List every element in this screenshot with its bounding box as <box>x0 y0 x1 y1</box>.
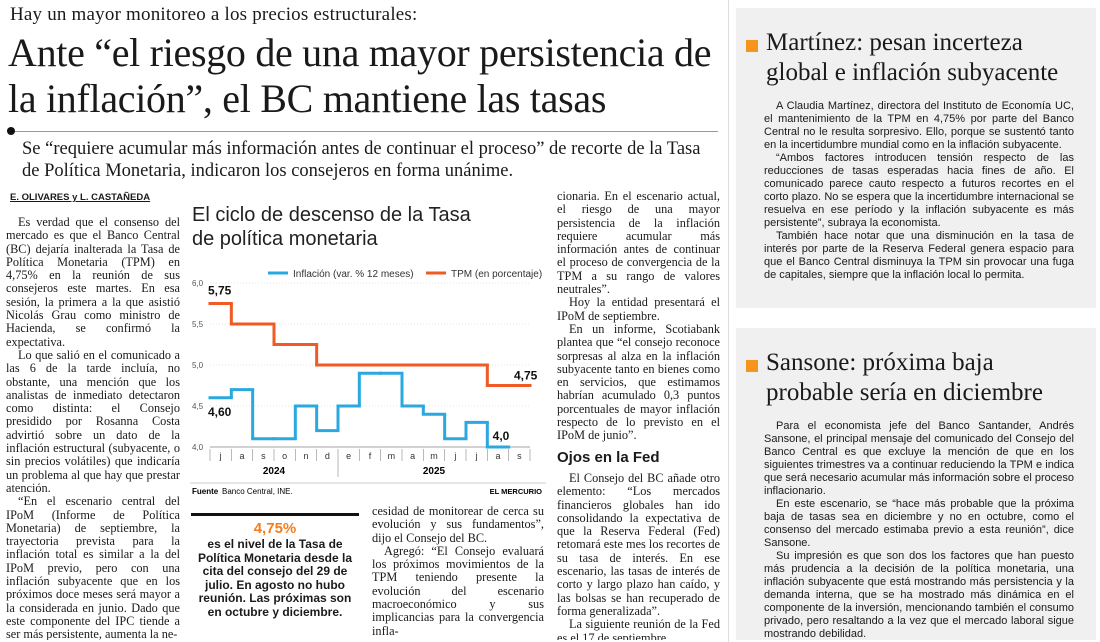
year-label: 2025 <box>423 466 446 477</box>
article-column: cesidad de monitorear de cerca su evoluc… <box>372 505 544 640</box>
paragraph: “Ambos factores introducen tensión respe… <box>764 152 1074 229</box>
x-tick-label: j <box>475 451 478 461</box>
x-tick-label: a <box>239 451 244 461</box>
paragraph: A Claudia Martínez, directora del Instit… <box>764 100 1074 151</box>
paragraph: La siguiente reunión de la Fed es el 17 … <box>557 617 720 640</box>
x-tick-label: o <box>282 451 287 461</box>
x-tick-label: n <box>303 451 308 461</box>
kicker: Hay un mayor monitoreo a los precios est… <box>10 4 418 25</box>
sidebar-title: Sansone: próxima baja probable sería en … <box>736 328 1096 408</box>
x-tick-label: s <box>517 451 522 461</box>
x-tick-label: a <box>410 451 415 461</box>
paragraph: En este escenario, se “hace más probable… <box>764 498 1074 549</box>
value-label: 4,60 <box>208 405 232 419</box>
x-tick-label: j <box>219 451 222 461</box>
sidebar: Martínez: pesan incerteza global e infla… <box>736 8 1096 308</box>
paragraph: El Consejo del BC añade otro elemento: “… <box>557 470 720 618</box>
paragraph: Agregó: “El Consejo evaluará los próximo… <box>372 543 544 638</box>
y-tick-label: 4,5 <box>192 402 204 411</box>
headline: Ante “el riesgo de una mayor persistenci… <box>8 30 712 121</box>
paragraph: cionaria. En el escenario actual, el rie… <box>557 190 720 297</box>
deck: Se “requiere acumular más información an… <box>22 139 701 181</box>
highlight-text: es el nivel de la Tasa de Política Monet… <box>197 537 353 619</box>
y-tick-label: 5,5 <box>192 320 204 329</box>
deck-rule <box>10 131 718 132</box>
sidebar-title: Martínez: pesan incerteza global e infla… <box>736 8 1096 88</box>
y-tick-label: 4,0 <box>192 443 204 452</box>
column-part: cionaria. En el escenario actual, el rie… <box>557 190 720 443</box>
x-tick-label: a <box>495 451 500 461</box>
paragraph: Su impresión es que son dos los factores… <box>764 550 1074 640</box>
chart: El ciclo de descenso de la Tasa de polít… <box>190 195 546 500</box>
credit: EL MERCURIO <box>490 487 543 496</box>
deck-dot <box>7 127 15 135</box>
paragraph: Es verdad que el consenso del mercado es… <box>6 216 180 349</box>
x-tick-label: d <box>325 451 330 461</box>
column-part: El Consejo del BC añade otro elemento: “… <box>557 470 720 640</box>
x-tick-label: j <box>453 451 456 461</box>
article-column: cionaria. En el escenario actual, el rie… <box>557 190 720 640</box>
byline: E. OLIVARES y L. CASTAÑEDA <box>10 192 151 203</box>
legend-label: TPM (en porcentaje) <box>451 269 542 280</box>
x-tick-label: s <box>261 451 266 461</box>
chart-svg: Inflación (var. % 12 meses) TPM (en porce… <box>190 269 546 496</box>
value-label: 4,75 <box>514 369 538 383</box>
y-tick-label: 5,0 <box>192 361 204 370</box>
paragraph: cesidad de monitorear de cerca su evoluc… <box>372 505 544 545</box>
paragraph: Hoy la entidad presentará el IPoM de sep… <box>557 295 720 323</box>
chart-title: El ciclo de descenso de la Tasa de polít… <box>192 204 471 250</box>
paragraph: Lo que salió en el comunicado a las 6 de… <box>6 347 180 495</box>
year-label: 2024 <box>263 466 286 477</box>
source: Banco Central, INE. <box>222 487 293 496</box>
paragraph: Para el economista jefe del Banco Santan… <box>764 420 1074 497</box>
sidebar-body: Para el economista jefe del Banco Santan… <box>736 408 1096 641</box>
subheading: Ojos en la Fed <box>557 448 660 466</box>
value-label: 5,75 <box>208 284 232 298</box>
value-label: 4,0 <box>493 429 510 443</box>
article-column: Es verdad que el consenso del mercado es… <box>6 216 180 640</box>
paragraph: En un informe, Scotiabank plantea que “e… <box>557 321 720 443</box>
sidebar: Sansone: próxima baja probable sería en … <box>736 328 1096 640</box>
paragraph: También hace notar que una disminución e… <box>764 230 1074 281</box>
source-label: Fuente <box>192 487 219 496</box>
highlight-box: 4,75% es el nivel de la Tasa de Política… <box>191 513 359 624</box>
highlight-figure: 4,75% <box>253 520 297 537</box>
x-tick-label: m <box>388 451 396 461</box>
paragraph: “En el escenario central del IPoM (Infor… <box>6 494 180 640</box>
y-tick-label: 6,0 <box>192 279 204 288</box>
x-tick-label: m <box>430 451 438 461</box>
x-tick-label: f <box>369 451 372 461</box>
x-tick-label: e <box>346 451 351 461</box>
legend-label: Inflación (var. % 12 meses) <box>293 269 414 280</box>
sidebar-body: A Claudia Martínez, directora del Instit… <box>736 88 1096 282</box>
separator <box>728 0 729 642</box>
